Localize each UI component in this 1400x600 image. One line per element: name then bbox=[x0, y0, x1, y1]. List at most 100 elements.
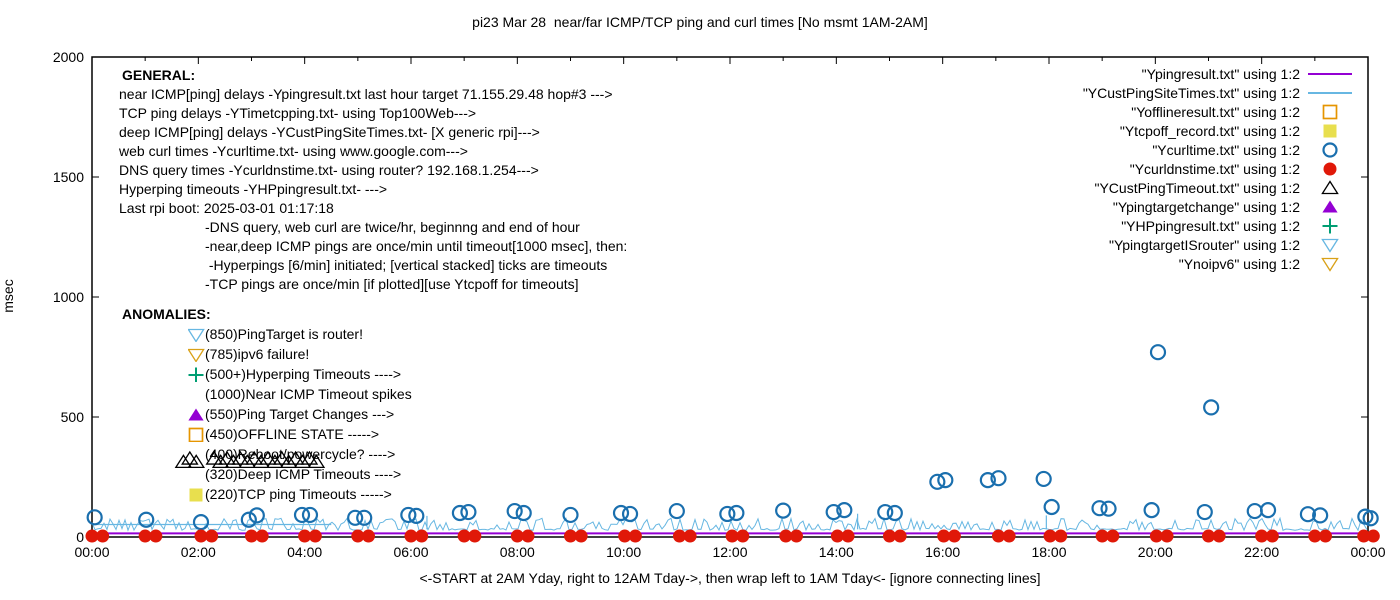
data-point-cir_open bbox=[979, 472, 996, 489]
anomaly-item: (785)ipv6 failure! bbox=[187, 344, 412, 364]
data-point-cir_fill bbox=[937, 529, 951, 543]
legend-glyph bbox=[1322, 141, 1338, 158]
data-point-cir_fill bbox=[510, 529, 524, 543]
data-point-tri_open bbox=[293, 454, 312, 469]
data-point-cir_fill bbox=[683, 529, 697, 543]
anomaly-item: (220)TCP ping Timeouts -----> bbox=[188, 484, 412, 504]
data-point-cir_fill bbox=[574, 529, 588, 543]
anomaly-label: (320)Deep ICMP Timeouts ----> bbox=[205, 466, 402, 482]
data-point-cir_fill bbox=[618, 529, 632, 543]
anomaly-item: (320)Deep ICMP Timeouts ----> bbox=[188, 464, 412, 484]
legend-label: "Ypingresult.txt" using 1:2 bbox=[1141, 65, 1300, 82]
legend-entry: "Ynoipv6" using 1:2 bbox=[1083, 254, 1356, 273]
data-point-cir_fill bbox=[468, 529, 482, 543]
anomaly-tridn_open-icon bbox=[187, 326, 205, 343]
anomaly-label: (220)TCP ping Timeouts -----> bbox=[205, 486, 392, 502]
data-point-cir_fill bbox=[947, 529, 961, 543]
legend-marker-plus-icon bbox=[1300, 218, 1356, 234]
anomaly-label: (500+)Hyperping Timeouts ----> bbox=[205, 366, 402, 382]
data-point-cir_open bbox=[1362, 510, 1379, 527]
data-point-cir_open bbox=[886, 504, 903, 522]
anomaly-item: (400)Reboot/powercycle? ----> bbox=[188, 444, 412, 464]
data-point-cir_open bbox=[1312, 507, 1329, 524]
data-point-cir_fill bbox=[351, 529, 365, 543]
legend-label: "YCustPingTimeout.txt" using 1:2 bbox=[1094, 179, 1300, 196]
data-point-tri_open bbox=[307, 454, 326, 469]
legend-marker-glyph bbox=[1322, 104, 1338, 119]
data-point-tri_open bbox=[300, 450, 319, 465]
anomaly-glyph bbox=[187, 328, 205, 343]
legend-marker-glyph bbox=[1308, 72, 1352, 75]
anomaly-glyph bbox=[189, 488, 203, 502]
anomaly-icon-glyph bbox=[189, 488, 203, 502]
data-point-cir_open bbox=[515, 504, 532, 522]
legend-glyph bbox=[1323, 124, 1337, 137]
legend-glyph bbox=[1323, 162, 1337, 175]
data-point-cir_open bbox=[248, 507, 265, 524]
legend-label: "Ytcpoff_record.txt" using 1:2 bbox=[1119, 122, 1300, 139]
x-tick-label: 08:00 bbox=[500, 544, 535, 560]
general-indented-line: -DNS query, web curl are twice/hr, begin… bbox=[205, 219, 580, 235]
data-point-cir_open bbox=[347, 509, 364, 526]
data-point-cir_open bbox=[1043, 498, 1060, 516]
legend-marker-sq_open-icon bbox=[1300, 104, 1356, 120]
data-point-cir_fill bbox=[1043, 529, 1057, 543]
legend-marker-glyph bbox=[1322, 218, 1338, 233]
series-YCustPingTimeout.txt bbox=[174, 450, 326, 469]
anomaly-label: (550)Ping Target Changes ---> bbox=[205, 406, 395, 422]
general-indented-line: -near,deep ICMP pings are once/min until… bbox=[205, 238, 628, 254]
anomaly-label: (850)PingTarget is router! bbox=[205, 326, 363, 342]
data-point-cir_open bbox=[1100, 500, 1117, 517]
anomaly-glyph bbox=[188, 427, 204, 443]
legend-entry: "Ypingtargetchange" using 1:2 bbox=[1083, 197, 1356, 216]
legend-marker-tridn_open-icon bbox=[1300, 256, 1356, 272]
anomaly-sq_open-icon bbox=[188, 426, 205, 443]
anomaly-label: (785)ipv6 failure! bbox=[205, 346, 310, 362]
legend-marker-glyph bbox=[1323, 124, 1337, 137]
data-point-cir_fill bbox=[404, 529, 418, 543]
x-tick-label: 22:00 bbox=[1244, 544, 1279, 560]
legend-marker-glyph bbox=[1322, 200, 1338, 213]
anomaly-icon-glyph bbox=[187, 348, 205, 363]
data-point-cir_open bbox=[356, 509, 373, 526]
data-point-cir_open bbox=[240, 511, 257, 528]
anomaly-icon-glyph bbox=[188, 427, 204, 443]
data-point-cir_fill bbox=[194, 529, 208, 543]
legend-label: "Ycurldnstime.txt" using 1:2 bbox=[1129, 160, 1300, 177]
data-point-cir_open bbox=[775, 502, 792, 519]
data-point-cir_fill bbox=[1357, 529, 1371, 543]
anomaly-label: (1000)Near ICMP Timeout spikes bbox=[205, 386, 412, 402]
data-point-cir_fill bbox=[1160, 529, 1174, 543]
data-point-cir_fill bbox=[1265, 529, 1279, 543]
x-tick-label: 20:00 bbox=[1138, 544, 1173, 560]
series-Ycurltime.txt bbox=[86, 344, 1379, 531]
data-point-cir_fill bbox=[1002, 529, 1016, 543]
data-point-cir_open bbox=[506, 502, 523, 520]
anomaly-no-icon bbox=[188, 446, 205, 462]
data-point-cir_fill bbox=[1054, 529, 1068, 543]
legend-marker-glyph bbox=[1323, 162, 1337, 175]
anomaly-label: (450)OFFLINE STATE -----> bbox=[205, 426, 380, 442]
data-point-cir_fill bbox=[1106, 529, 1120, 543]
legend-label: "YHPpingresult.txt" using 1:2 bbox=[1121, 217, 1300, 234]
anomaly-icon-glyph bbox=[187, 328, 205, 343]
data-point-cir_fill bbox=[149, 529, 163, 543]
data-point-cir_fill bbox=[457, 529, 471, 543]
anomaly-item: (850)PingTarget is router! bbox=[187, 324, 412, 344]
general-line: Last rpi boot: 2025-03-01 01:17:18 bbox=[119, 200, 334, 216]
anomaly-item: (500+)Hyperping Timeouts ----> bbox=[188, 364, 412, 384]
data-point-cir_open bbox=[562, 506, 579, 524]
data-point-tri_open bbox=[224, 454, 243, 469]
data-point-tri_open bbox=[259, 450, 277, 465]
data-point-cir_open bbox=[1091, 500, 1108, 517]
legend-marker-cir_fill-icon bbox=[1300, 161, 1356, 177]
x-tick-label: 12:00 bbox=[712, 544, 747, 560]
data-point-cir_open bbox=[86, 509, 103, 526]
legend-glyph bbox=[1321, 179, 1339, 194]
data-point-cir_fill bbox=[245, 529, 258, 543]
x-tick-label: 02:00 bbox=[181, 544, 216, 560]
legend-marker-glyph bbox=[1308, 91, 1352, 94]
legend-glyph bbox=[1321, 238, 1339, 253]
x-tick-label: 06:00 bbox=[393, 544, 428, 560]
